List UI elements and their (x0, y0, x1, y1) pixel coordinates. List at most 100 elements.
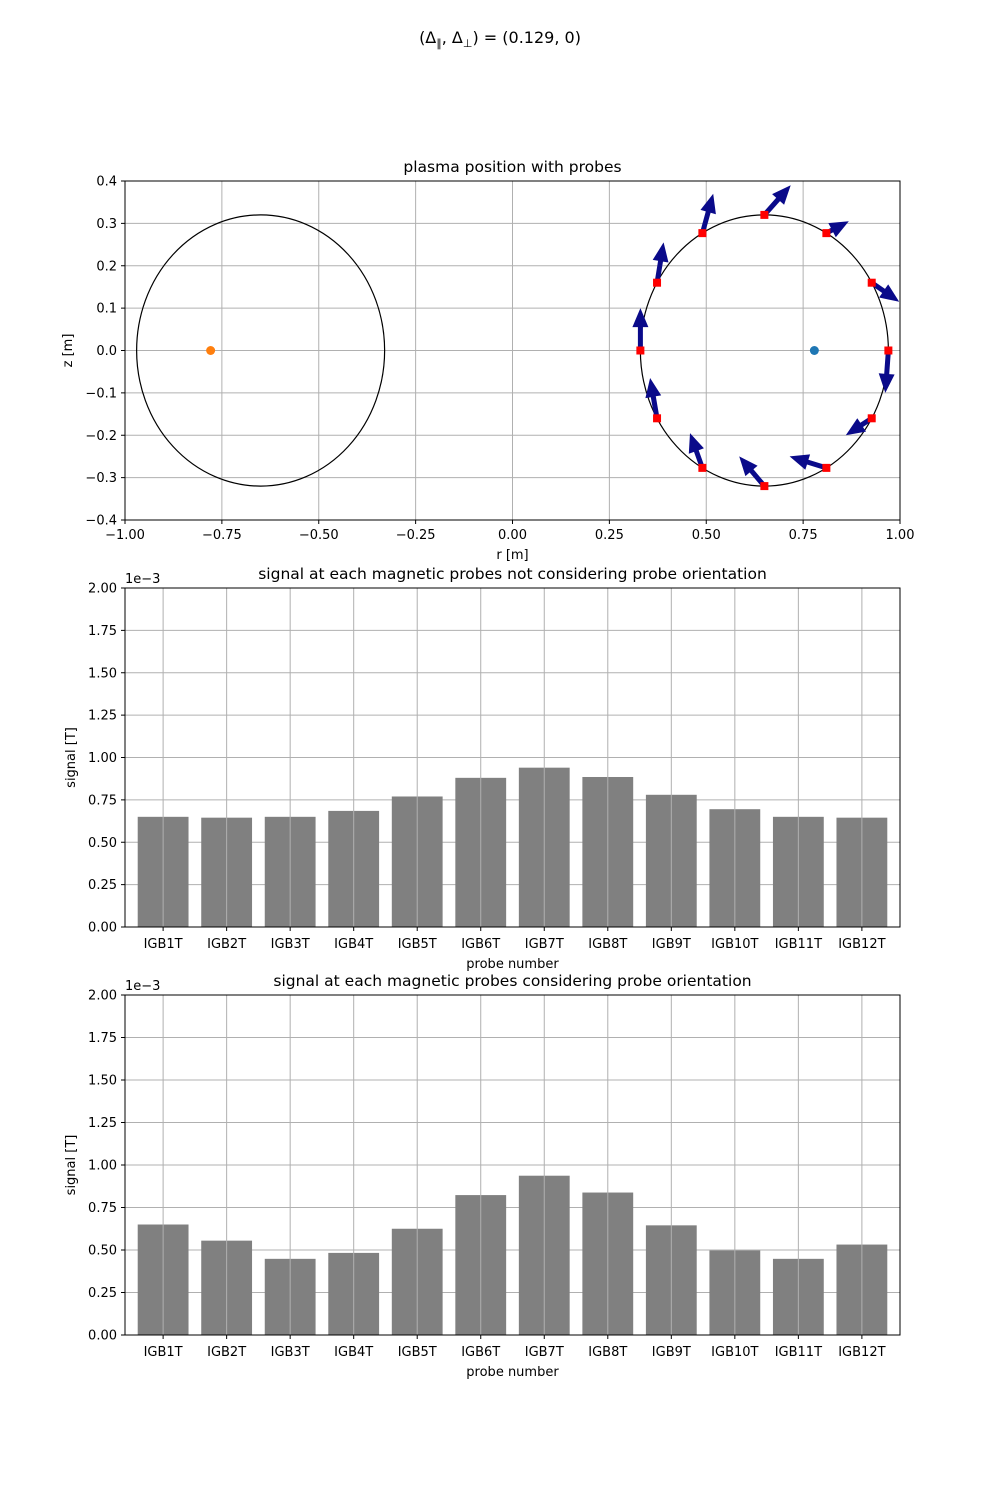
x-tick-label: IGB3T (271, 1345, 310, 1360)
chart-title: signal at each magnetic probes not consi… (258, 565, 767, 583)
probe-field-arrow (845, 416, 874, 436)
y-axis-label: signal [T] (64, 727, 79, 788)
y-tick-label: 0.2 (96, 259, 117, 274)
probe-field-arrow (700, 193, 716, 234)
x-tick-label: 0.50 (692, 528, 721, 543)
probe-marker (822, 463, 831, 472)
vessel-circle (136, 214, 386, 487)
y-axis-label: signal [T] (64, 1135, 79, 1196)
x-tick-label: IGB11T (775, 1345, 822, 1360)
x-tick-label: 0.25 (595, 528, 624, 543)
x-tick-label: −0.25 (396, 528, 436, 543)
chart-title: signal at each magnetic probes consideri… (273, 972, 751, 990)
x-tick-label: IGB3T (271, 937, 310, 952)
y-tick-label: 1.75 (88, 1031, 117, 1046)
y-tick-label: −0.3 (85, 471, 117, 486)
x-axis-label: r [m] (496, 548, 528, 563)
y-tick-label: 0.75 (88, 793, 117, 808)
probe-field-arrow (878, 350, 895, 393)
x-tick-label: 0.00 (498, 528, 527, 543)
y-tick-label: 2.00 (88, 989, 117, 1004)
y-offset-label: 1e−3 (125, 572, 160, 587)
figure-suptitle: (Δ∥, Δ⊥) = (0.129, 0) (0, 28, 1000, 50)
chart-title: plasma position with probes (403, 158, 621, 176)
probe-marker (698, 229, 707, 238)
x-axis-label: probe number (466, 957, 559, 972)
y-tick-label: −0.1 (85, 386, 117, 401)
x-tick-label: −0.50 (299, 528, 339, 543)
y-tick-label: −0.4 (85, 514, 117, 529)
probe-marker (884, 346, 893, 355)
x-tick-label: IGB7T (525, 937, 564, 952)
suptitle-open: (Δ (419, 28, 437, 47)
x-tick-label: −0.75 (202, 528, 242, 543)
y-tick-label: 1.00 (88, 751, 117, 766)
probe-field-arrow (739, 456, 767, 488)
probe-field-arrow (645, 378, 662, 419)
y-tick-label: 0.00 (88, 1329, 117, 1344)
y-tick-label: 0.3 (96, 217, 117, 232)
y-tick-label: 1.50 (88, 666, 117, 681)
suptitle-close: ) = (0.129, 0) (472, 28, 581, 47)
probe-marker (698, 463, 707, 472)
y-tick-label: 1.75 (88, 624, 117, 639)
x-tick-label: −1.00 (105, 528, 145, 543)
x-tick-label: IGB9T (652, 1345, 691, 1360)
y-tick-label: 0.50 (88, 836, 117, 851)
x-axis-label: probe number (466, 1365, 559, 1380)
plasma-center-point (206, 346, 216, 355)
x-tick-label: IGB1T (144, 937, 183, 952)
probe-marker (760, 482, 769, 491)
probe-field-arrow (632, 308, 649, 351)
x-tick-label: IGB5T (398, 1345, 437, 1360)
y-tick-label: 0.25 (88, 1286, 117, 1301)
probe-field-arrow (870, 280, 900, 302)
probe-marker (760, 210, 769, 219)
y-tick-label: 0.0 (96, 344, 117, 359)
y-tick-label: 1.25 (88, 1116, 117, 1131)
probe-field-arrow (789, 454, 828, 471)
x-tick-label: IGB1T (144, 1345, 183, 1360)
suptitle-sub-perp: ⊥ (462, 37, 473, 51)
y-tick-label: −0.2 (85, 429, 117, 444)
y-tick-label: 1.50 (88, 1074, 117, 1089)
y-tick-label: 0.00 (88, 921, 117, 936)
x-tick-label: IGB10T (711, 937, 758, 952)
y-tick-label: 2.00 (88, 582, 117, 597)
x-tick-label: IGB9T (652, 937, 691, 952)
x-tick-label: IGB10T (711, 1345, 758, 1360)
probe-marker (822, 229, 831, 238)
y-tick-label: 0.50 (88, 1244, 117, 1259)
plasma-center-point (809, 346, 819, 355)
x-tick-label: IGB4T (334, 1345, 373, 1360)
y-tick-label: 1.00 (88, 1159, 117, 1174)
probe-field-arrow (688, 433, 705, 469)
y-tick-label: 0.75 (88, 1201, 117, 1216)
suptitle-mid: , Δ (441, 28, 463, 47)
x-tick-label: IGB4T (334, 937, 373, 952)
probe-field-arrow (652, 242, 669, 284)
x-tick-label: IGB12T (838, 937, 885, 952)
x-tick-label: IGB5T (398, 937, 437, 952)
y-tick-label: 0.1 (96, 302, 117, 317)
x-tick-label: 1.00 (886, 528, 915, 543)
y-axis-label: z [m] (61, 334, 76, 368)
x-tick-label: IGB8T (588, 1345, 627, 1360)
probe-field-arrow (762, 185, 791, 217)
x-tick-label: IGB6T (461, 1345, 500, 1360)
x-tick-label: 0.75 (789, 528, 818, 543)
probe-marker (867, 278, 876, 287)
x-tick-label: IGB11T (775, 937, 822, 952)
probe-field-arrow (825, 221, 849, 238)
y-offset-label: 1e−3 (125, 979, 160, 994)
y-tick-label: 0.4 (96, 175, 117, 190)
y-tick-label: 1.25 (88, 709, 117, 724)
x-tick-label: IGB7T (525, 1345, 564, 1360)
probe-marker (653, 414, 662, 423)
probe-marker (653, 278, 662, 287)
x-tick-label: IGB12T (838, 1345, 885, 1360)
suptitle-sub-parallel: ∥ (436, 37, 442, 51)
probe-marker (636, 346, 645, 355)
x-tick-label: IGB2T (207, 937, 246, 952)
